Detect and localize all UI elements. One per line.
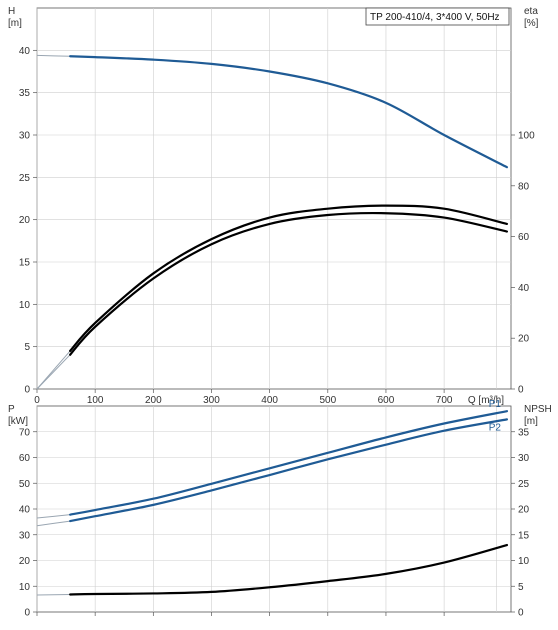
- top-ytick-label-35: 35: [19, 88, 31, 99]
- bottom-ytick-label-70: 70: [19, 427, 31, 438]
- bottom-y2tick-label-0: 0: [518, 608, 524, 619]
- bottom-y2tick-label-35: 35: [518, 427, 530, 438]
- bottom-ytick-label-40: 40: [19, 505, 31, 516]
- bottom-series-p2-label: P2: [489, 422, 502, 433]
- top-xtick-label-500: 500: [319, 395, 336, 406]
- top-series-eta-lower-line: [69, 211, 509, 356]
- top-y2label-line-2: [%]: [524, 18, 539, 29]
- bottom-ytick-label-60: 60: [19, 453, 31, 464]
- top-xtick-label-200: 200: [145, 395, 162, 406]
- top-y2tick-label-80: 80: [518, 181, 530, 192]
- top-ytick-label-20: 20: [19, 215, 31, 226]
- top-xtick-label-0: 0: [34, 395, 40, 406]
- bottom-series-npsh-line: [69, 543, 509, 596]
- top-series-eta-lower-extrapolated: [36, 354, 71, 390]
- top-y2tick-label-0: 0: [518, 385, 524, 396]
- bottom-y2tick-label-15: 15: [518, 530, 530, 541]
- bottom-y2tick-label-10: 10: [518, 556, 530, 567]
- bottom-series-p2-line: [69, 418, 509, 523]
- top-series-eta-upper-line: [69, 204, 509, 352]
- top-chart-title: TP 200-410/4, 3*400 V, 50Hz: [370, 12, 500, 23]
- bottom-y2label-line-1: NPSH: [524, 404, 552, 415]
- bottom-series-p1-line: [69, 410, 509, 516]
- top-ytick-label-0: 0: [24, 385, 30, 396]
- top-ytick-label-5: 5: [24, 342, 30, 353]
- top-y2tick-label-60: 60: [518, 232, 530, 243]
- top-y2tick-label-100: 100: [518, 131, 535, 142]
- top-y2label-line-1: eta: [524, 6, 538, 17]
- bottom-series-npsh-extrapolated: [36, 593, 71, 596]
- top-ytick-label-30: 30: [19, 131, 31, 142]
- bottom-ytick-label-10: 10: [19, 582, 31, 593]
- top-series-h-line: [69, 55, 509, 169]
- bottom-series-p1-extrapolated: [36, 514, 71, 519]
- top-ytick-label-40: 40: [19, 46, 31, 57]
- top-ytick-label-10: 10: [19, 300, 31, 311]
- top-y2tick-label-40: 40: [518, 283, 530, 294]
- top-xtick-label-700: 700: [436, 395, 453, 406]
- bottom-ytick-label-20: 20: [19, 556, 31, 567]
- top-xtick-label-600: 600: [378, 395, 395, 406]
- bottom-y2tick-label-5: 5: [518, 582, 524, 593]
- bottom-y2tick-label-25: 25: [518, 479, 530, 490]
- top-ytick-label-25: 25: [19, 173, 31, 184]
- bottom-y2tick-label-30: 30: [518, 453, 530, 464]
- top-ylabel-line-2: [m]: [8, 18, 22, 29]
- bottom-y2tick-label-20: 20: [518, 505, 530, 516]
- bottom-series-p1-label: P1: [489, 399, 502, 410]
- top-ytick-label-15: 15: [19, 258, 31, 269]
- bottom-series-p2-extrapolated: [36, 520, 71, 527]
- top-xtick-label-400: 400: [261, 395, 278, 406]
- top-title-box: [365, 7, 510, 26]
- top-ylabel-line-1: H: [8, 6, 15, 17]
- top-xtick-label-300: 300: [203, 395, 220, 406]
- bottom-ytick-label-50: 50: [19, 479, 31, 490]
- bottom-ylabel-line-2: [kW]: [8, 416, 28, 427]
- bottom-ytick-label-0: 0: [24, 608, 30, 619]
- bottom-y2label-line-2: [m]: [524, 416, 538, 427]
- top-series-h-extrapolated: [36, 54, 71, 57]
- bottom-ytick-label-30: 30: [19, 530, 31, 541]
- bottom-ylabel-line-1: P: [8, 404, 15, 415]
- bottom-plot-group: 0 10 20 30 40 50 60 70 0 5 10 15 20 25 30 35 P1 P2: [19, 399, 530, 618]
- top-plot-frame: [36, 7, 512, 390]
- top-y2tick-label-20: 20: [518, 334, 530, 345]
- top-xlabel: Q [m³/h]: [468, 395, 504, 406]
- top-xtick-label-100: 100: [87, 395, 104, 406]
